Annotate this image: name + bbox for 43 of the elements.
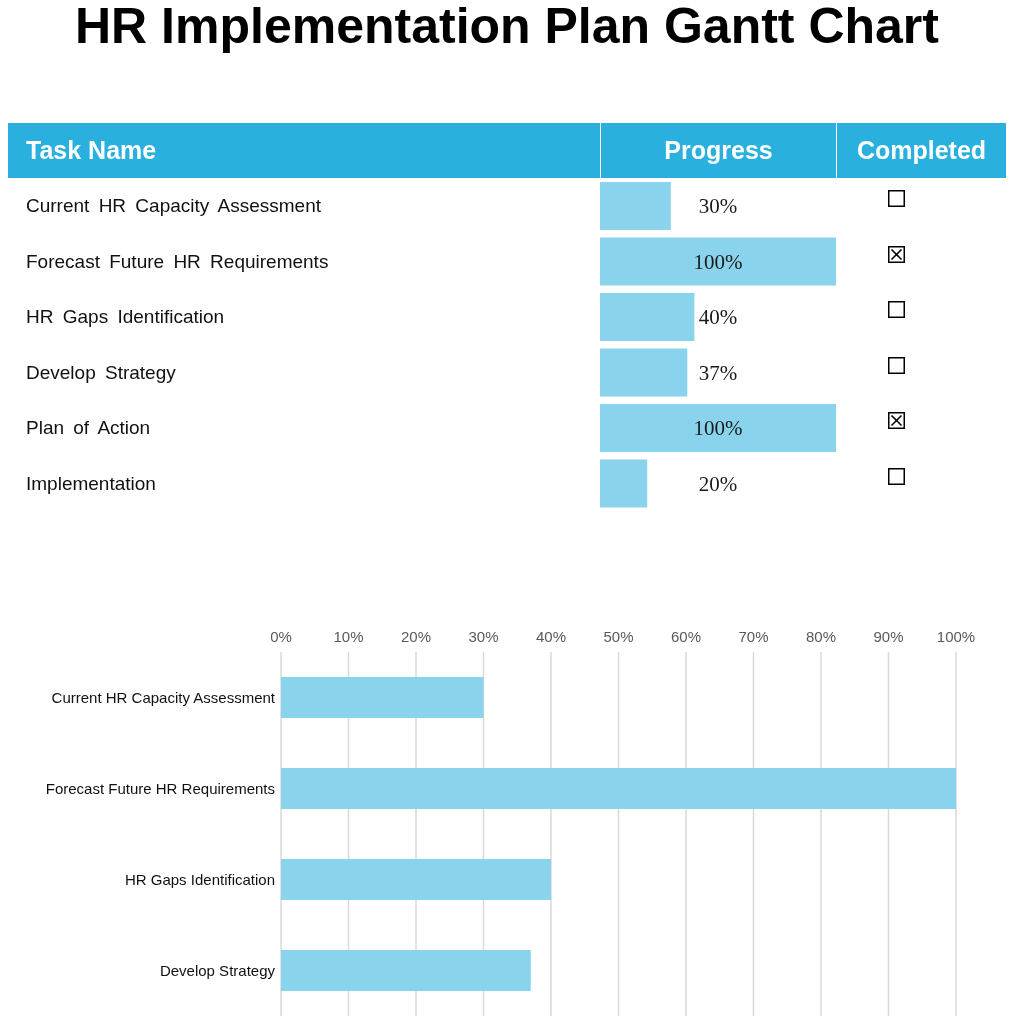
data-label: 100% [693,249,743,274]
x-tick-label: 90% [873,628,904,645]
bar [281,950,531,991]
y-tick-label: Plan of Action [26,417,151,439]
bar [600,404,836,452]
x-tick-label: 50% [603,628,634,645]
data-label: 20% [698,471,738,496]
bar [600,182,671,230]
y-axis-title: Task Name [26,136,157,164]
data-label: 37% [698,360,738,385]
x-tick-label: 60% [670,628,702,645]
data-label: 40% [698,305,738,330]
header-cell: Completed [837,123,1006,178]
x-tick-label: 80% [805,628,837,645]
y-tick-label: Current HR Capacity Assessment [26,195,322,217]
header-cell: Task Name [8,123,600,178]
y-tick-label: Forecast Future HR Requirements [26,250,329,272]
y-tick-label: Develop Strategy [26,361,177,383]
bar [600,293,695,341]
x-tick-label: 20% [400,628,432,645]
bar [281,677,484,718]
bar [281,768,956,809]
x-tick-label: 100% [936,628,976,645]
y-tick-label: Forecast Future HR Requirements [45,779,275,797]
x-axis-title: Progress [664,136,773,164]
bar [600,237,836,286]
x-tick-label: 0% [270,628,292,645]
x-tick-label: 40% [535,628,567,645]
x-tick-label: 70% [738,628,769,645]
chart-title: HR Implementation Plan Gantt Chart [75,0,939,54]
y-tick-label: HR Gaps Identification [124,870,275,888]
y-tick-label: Current HR Capacity Assessment [51,688,276,706]
x-tick-label: 30% [468,628,499,645]
y-tick-label: Implementation [26,472,156,494]
data-label: 30% [698,194,738,219]
data-label: 100% [693,416,743,441]
bar [600,348,688,397]
bar [281,859,551,900]
bar [600,459,648,508]
x-tick-label: 10% [333,628,364,645]
y-tick-label: Develop Strategy [159,961,276,979]
y-tick-label: HR Gaps Identification [26,306,225,328]
header-cell: Progress [601,123,836,178]
